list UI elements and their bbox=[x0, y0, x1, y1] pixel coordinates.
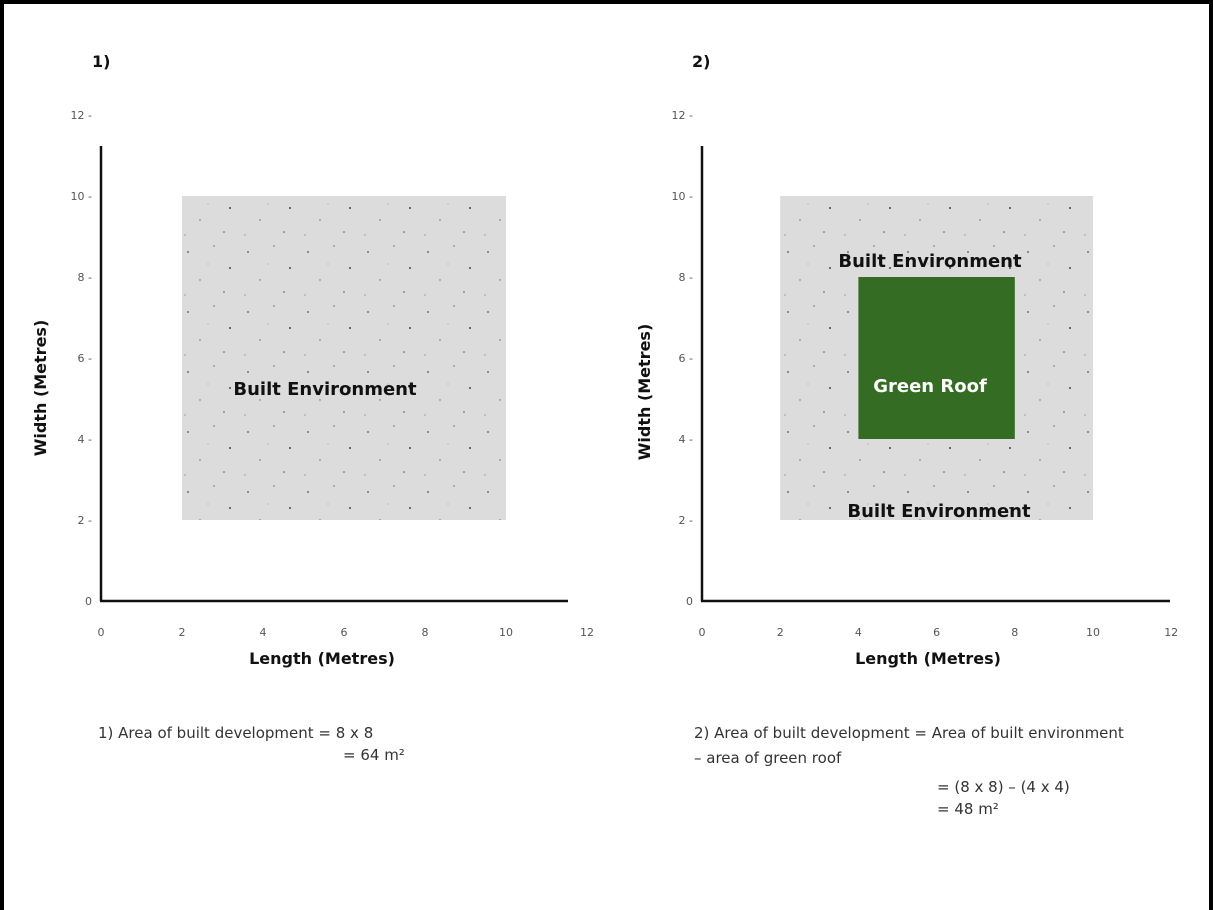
x-tick-label: 4 bbox=[260, 626, 267, 639]
y-tick-label: 10 - bbox=[672, 190, 693, 203]
x-tick-label: 0 bbox=[98, 626, 105, 639]
y-tick-label: 12 - bbox=[672, 109, 693, 122]
built-environment-label: Built Environment bbox=[233, 379, 417, 400]
y-tick-label: 6 - bbox=[78, 352, 92, 365]
built-environment-region bbox=[182, 196, 506, 520]
x-tick-label: 12 bbox=[1164, 626, 1178, 639]
x-tick-label: 12 bbox=[580, 626, 594, 639]
built-environment-label-top: Built Environment bbox=[838, 251, 1022, 272]
x-tick-label: 8 bbox=[422, 626, 429, 639]
y-tick-label: 6 - bbox=[679, 352, 693, 365]
y-tick-label: 2 - bbox=[679, 514, 693, 527]
x-tick-label: 6 bbox=[933, 626, 940, 639]
green-roof-label: Green Roof bbox=[873, 376, 987, 397]
y-axis-title: Width (Metres) bbox=[635, 324, 654, 461]
y-tick-label: 4 - bbox=[78, 433, 92, 446]
x-tick-label: 6 bbox=[341, 626, 348, 639]
x-tick-label: 4 bbox=[855, 626, 862, 639]
x-tick-label: 0 bbox=[699, 626, 706, 639]
calc-line-1: 2) Area of built development = Area of b… bbox=[694, 724, 1124, 742]
calc-line-3: = (8 x 8) – (4 x 4) bbox=[937, 778, 1070, 796]
y-tick-label: 8 - bbox=[679, 271, 693, 284]
panel-1-label: 1) bbox=[92, 52, 111, 71]
y-tick-label: 8 - bbox=[78, 271, 92, 284]
x-tick-label: 10 bbox=[1086, 626, 1100, 639]
y-tick-label: 4 - bbox=[679, 433, 693, 446]
x-tick-label: 10 bbox=[499, 626, 513, 639]
panel-2-label: 2) bbox=[692, 52, 711, 71]
x-tick-label: 8 bbox=[1011, 626, 1018, 639]
calc-line-2: = 64 m² bbox=[343, 746, 405, 764]
y-tick-label: 10 - bbox=[71, 190, 92, 203]
x-tick-label: 2 bbox=[179, 626, 186, 639]
built-environment-label-bottom: Built Environment bbox=[847, 501, 1031, 522]
x-tick-label: 2 bbox=[777, 626, 784, 639]
y-tick-label: 12 - bbox=[71, 109, 92, 122]
x-axis-title: Length (Metres) bbox=[249, 649, 395, 668]
calc-line-4: = 48 m² bbox=[937, 800, 999, 818]
calc-line-1: 1) Area of built development = 8 x 8 bbox=[98, 724, 374, 742]
y-tick-label: 2 - bbox=[78, 514, 92, 527]
y-axis-title: Width (Metres) bbox=[31, 320, 50, 457]
x-axis-title: Length (Metres) bbox=[855, 649, 1001, 668]
green-roof-region bbox=[858, 277, 1015, 439]
y-tick-label: 0 bbox=[686, 595, 693, 608]
calc-line-2: – area of green roof bbox=[694, 749, 842, 767]
y-tick-label: 0 bbox=[85, 595, 92, 608]
